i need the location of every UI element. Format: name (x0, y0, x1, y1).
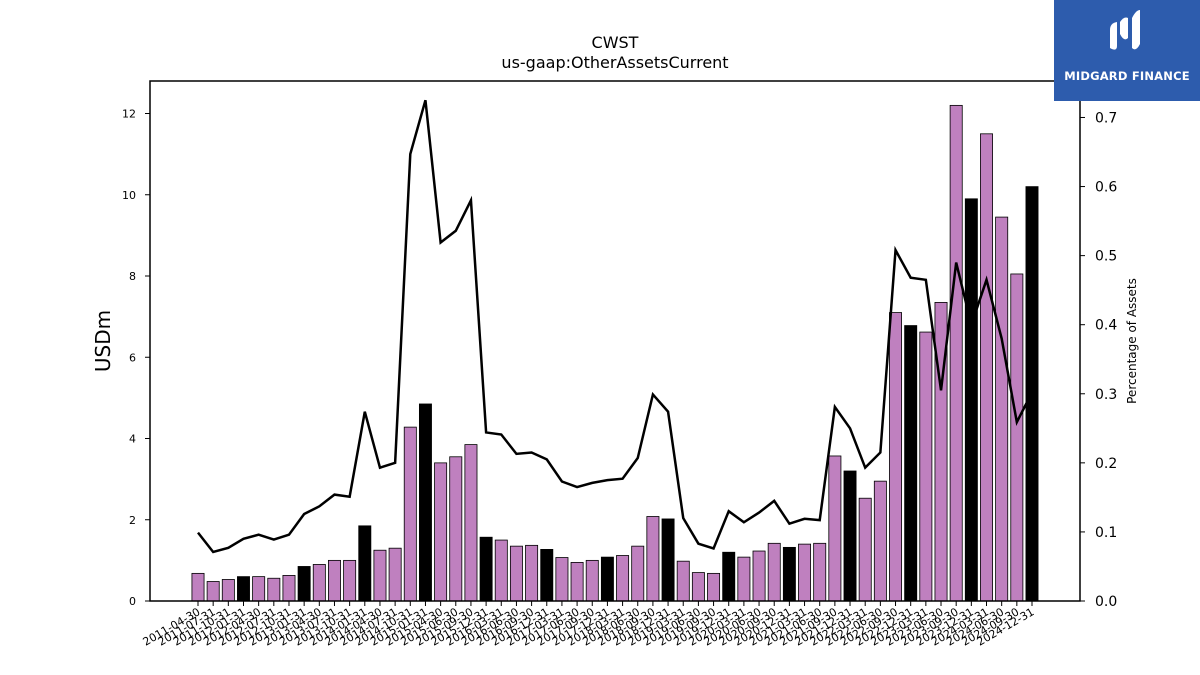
bar-2019-03-31 (676, 560, 690, 602)
bar-2016-03-31 (494, 539, 508, 602)
chart-title: CWST (592, 33, 639, 52)
bar-2021-09-30 (828, 455, 842, 602)
bar-2019-09-30 (707, 572, 721, 602)
logo-mark-icon (1110, 10, 1140, 50)
bar-2012-07-31 (267, 577, 281, 602)
bar-2024-06-30 (995, 216, 1009, 602)
bar-2021-03-31 (798, 543, 812, 602)
percentage-line (197, 99, 1034, 554)
y-tick-label: 6 (129, 351, 136, 364)
bar-2017-06-30 (570, 562, 584, 602)
bar-2017-03-31 (555, 557, 569, 602)
y2-tick-label: 0.0 (1095, 594, 1117, 610)
bar-2014-04-30 (373, 549, 387, 602)
y-tick-label: 2 (129, 514, 136, 527)
bar-2020-06-30 (752, 550, 766, 602)
bar-2014-01-31 (358, 525, 372, 602)
y-tick-label: 8 (129, 270, 136, 283)
bar-2022-06-30 (873, 480, 887, 602)
bar-2014-10-31 (403, 426, 417, 602)
bar-2016-12-31 (540, 549, 554, 602)
bar-2019-06-30 (691, 572, 705, 602)
bar-2024-09-30 (1010, 273, 1024, 602)
y-tick-label: 4 (129, 433, 136, 446)
bar-2012-04-30 (252, 576, 266, 602)
bar-2015-12-31 (479, 536, 493, 602)
bar-2018-09-30 (646, 516, 660, 602)
y2-tick-label: 0.5 (1095, 249, 1117, 265)
x-axis: 2011-04-302011-07-312011-10-312012-01-31… (141, 601, 1037, 649)
bar-2023-03-31 (919, 331, 933, 602)
y-axis-right: 0.0 0.1 0.2 0.3 0.4 0.5 0.6 0.7 (1080, 110, 1117, 610)
y2-tick-label: 0.3 (1095, 387, 1117, 403)
bar-2019-12-31 (722, 551, 736, 602)
bar-2011-07-31 (206, 581, 220, 602)
bar-2023-12-31 (964, 198, 978, 602)
y2-axis-label: Percentage of Assets (1125, 278, 1139, 404)
bar-2018-03-31 (616, 555, 630, 602)
bar-2013-10-31 (343, 559, 357, 602)
y-axis-left: 0 2 4 6 8 10 12 (122, 108, 150, 608)
y-tick-label: 0 (129, 595, 136, 608)
bar-2020-03-31 (737, 556, 751, 602)
bar-2014-07-31 (388, 547, 402, 602)
bar-2016-09-30 (525, 544, 539, 602)
bar-2015-04-30 (434, 462, 448, 602)
y2-tick-label: 0.6 (1095, 180, 1117, 196)
bar-2020-12-31 (782, 546, 796, 602)
bar-2022-09-30 (889, 312, 902, 602)
bar-2015-09-30 (464, 444, 478, 602)
y2-tick-label: 0.1 (1095, 525, 1117, 541)
plot-frame (149, 80, 1081, 602)
logo-text: MIDGARD FINANCE (1064, 69, 1190, 83)
bar-2013-01-31 (297, 566, 311, 602)
bar-2021-12-31 (843, 470, 857, 602)
bar-2017-09-30 (585, 559, 599, 602)
y-tick-label: 10 (122, 189, 136, 202)
bar-2012-10-31 (282, 575, 296, 602)
y2-tick-label: 0.7 (1095, 110, 1117, 126)
bar-2015-01-31 (418, 403, 432, 602)
bar-2023-09-30 (949, 104, 963, 602)
bar-2012-01-31 (237, 576, 250, 602)
y2-tick-label: 0.2 (1095, 456, 1117, 472)
bar-2018-12-31 (661, 518, 675, 602)
bar-2011-04-30 (191, 572, 205, 602)
bar-2022-12-31 (904, 325, 918, 602)
bar-2021-06-30 (813, 542, 827, 602)
bar-2020-09-30 (767, 542, 781, 602)
y2-tick-label: 0.4 (1095, 318, 1117, 334)
bar-2013-04-30 (312, 564, 326, 602)
bar-2015-06-30 (449, 456, 463, 602)
bar-2016-06-30 (509, 545, 523, 602)
bar-2011-10-31 (221, 579, 235, 602)
bar-2013-07-31 (328, 559, 341, 602)
chart-subtitle: us-gaap:OtherAssetsCurrent (501, 53, 728, 72)
bar-2018-06-30 (631, 545, 645, 602)
bar-2022-03-31 (858, 497, 872, 602)
y-tick-label: 12 (122, 108, 136, 121)
bar-2017-12-31 (600, 556, 614, 602)
bars-layer (191, 104, 1039, 602)
y-axis-label: USDm (91, 310, 115, 372)
brand-logo: MIDGARD FINANCE (1054, 0, 1200, 101)
bar-2024-03-31 (980, 133, 993, 602)
